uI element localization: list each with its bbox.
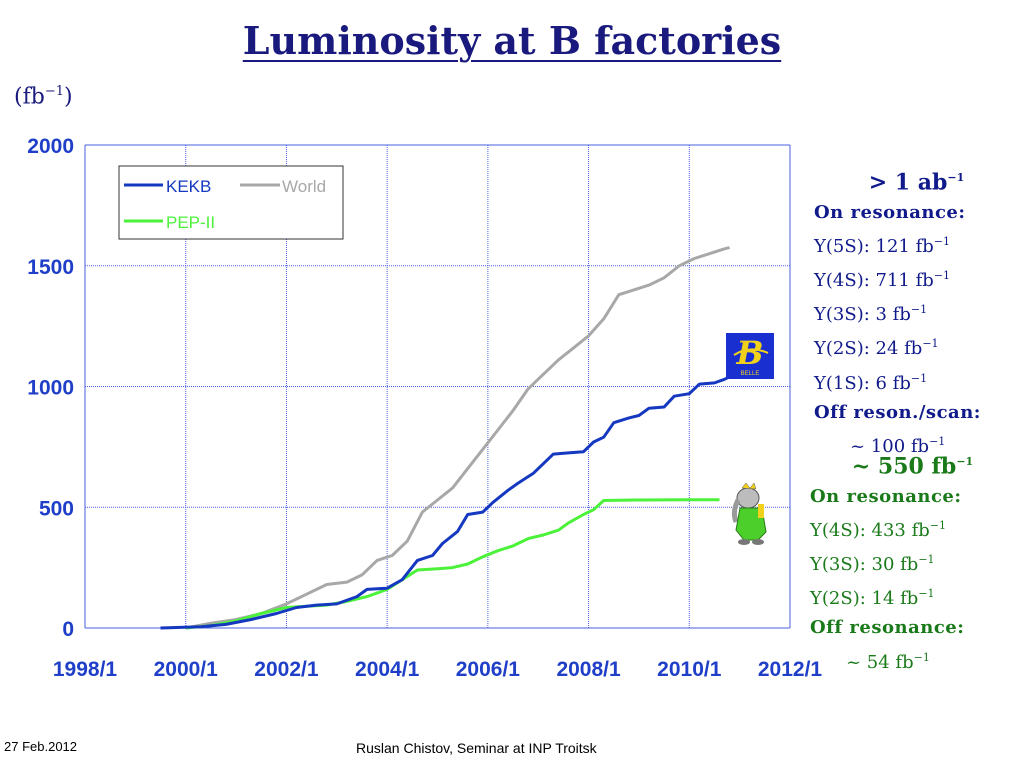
belle-line-label: Υ(1S): 6 fb: [814, 372, 911, 394]
babar-off-value: ~ 54 fb−1: [810, 643, 1015, 677]
series-line-pep-ii: [185, 498, 720, 630]
y-tick-label: 500: [39, 497, 74, 520]
belle-line-5s: Υ(5S): 121 fb−1: [814, 227, 1019, 261]
belle-logo-swoosh: [733, 348, 769, 356]
belle-off-exponent: −1: [929, 434, 946, 448]
belle-total-exponent: −1: [947, 171, 965, 184]
x-tick-label: 2010/1: [657, 658, 722, 681]
belle-off-label: Off reson./scan:: [814, 401, 981, 423]
babar-elephant-logo: [728, 482, 776, 546]
belle-line-2s: Υ(2S): 24 fb−1: [814, 329, 1019, 363]
unit-exponent: −1: [44, 84, 64, 99]
babar-total: ~ 550 fb−1: [810, 447, 1015, 482]
belle-line-label: Υ(3S): 3 fb: [814, 304, 911, 326]
x-tick-label: 2012/1: [758, 658, 823, 681]
belle-off-amount: ~ 100 fb: [850, 435, 930, 457]
y-tick-label: 0: [62, 618, 74, 641]
belle-summary-panel: > 1 ab−1 On resonance: Υ(5S): 121 fb−1 Υ…: [814, 163, 1019, 461]
x-tick-label: 2000/1: [154, 658, 219, 681]
x-tick-label: 2002/1: [254, 658, 319, 681]
babar-line-2s: Υ(2S): 14 fb−1: [810, 579, 1015, 613]
belle-logo: B BELLE: [726, 333, 774, 379]
babar-line-exponent: −1: [929, 518, 946, 532]
babar-line-3s: Υ(3S): 30 fb−1: [810, 545, 1015, 579]
x-tick-label: 2008/1: [556, 658, 621, 681]
babar-line-exponent: −1: [918, 552, 935, 566]
belle-off-value: ~ 100 fb−1: [814, 427, 1019, 461]
belle-line-exponent: −1: [910, 371, 928, 385]
babar-line-label: Υ(4S): 433 fb: [810, 519, 930, 541]
x-tick-label: 2004/1: [355, 658, 420, 681]
babar-line-4s: Υ(4S): 433 fb−1: [810, 511, 1015, 545]
series-lines: [160, 246, 731, 630]
unit-base: (fb: [14, 84, 45, 110]
belle-line-exponent: −1: [933, 234, 950, 248]
babar-off-amount: ~ 54 fb: [846, 651, 914, 673]
belle-logo-mark: B BELLE: [733, 334, 769, 377]
belle-on-resonance-label: On resonance:: [814, 201, 966, 223]
x-tick-label: 1998/1: [53, 658, 118, 681]
footer-author: Ruslan Chistov, Seminar at INP Troitsk: [356, 740, 597, 756]
babar-line-exponent: −1: [918, 587, 935, 601]
belle-line-label: Υ(4S): 711 fb: [814, 269, 934, 291]
belle-line-label: Υ(2S): 24 fb: [814, 338, 923, 360]
belle-line-1s: Υ(1S): 6 fb−1: [814, 364, 1019, 398]
y-tick-label: 1500: [27, 256, 74, 279]
belle-logo-caption: BELLE: [741, 371, 760, 377]
y-tick-labels: 0 500 1000 1500 2000: [27, 135, 74, 641]
belle-line-exponent: −1: [910, 303, 928, 317]
slide-title: Luminosity at B factories: [242, 18, 782, 63]
belle-line-4s: Υ(4S): 711 fb−1: [814, 261, 1019, 295]
babar-line-label: Υ(3S): 30 fb: [810, 553, 919, 575]
belle-total-value: > 1 ab: [868, 169, 948, 196]
belle-line-exponent: −1: [922, 337, 939, 351]
legend-label-pep2: PEP-II: [166, 213, 215, 232]
babar-total-value: ~ 550 fb: [851, 453, 957, 480]
babar-line-label: Υ(2S): 14 fb: [810, 588, 919, 610]
chart-legend: KEKB World PEP-II: [118, 165, 344, 240]
legend-box: [118, 165, 344, 240]
series-line-world: [185, 246, 730, 630]
x-tick-label: 2006/1: [456, 658, 521, 681]
x-tick-labels: 1998/1 2000/1 2002/1 2004/1 2006/1 2008/1 2010…: [53, 658, 823, 681]
y-tick-label: 1000: [27, 377, 74, 400]
babar-off-label: Off resonance:: [810, 617, 965, 639]
belle-logo-letter: B: [735, 334, 763, 372]
legend-label-kekb: KEKB: [166, 177, 211, 196]
unit-close: ): [63, 84, 73, 110]
legend-label-world: World: [282, 177, 326, 196]
luminosity-chart: 0 500 1000 1500 2000 1998/1 2000/1 2002/1 2004/…: [27, 135, 823, 681]
babar-off-exponent: −1: [913, 650, 930, 664]
y-axis-unit: (fb−1): [14, 84, 73, 109]
series-line-kekb: [160, 375, 731, 630]
y-tick-label: 2000: [27, 135, 74, 158]
belle-line-3s: Υ(3S): 3 fb−1: [814, 295, 1019, 329]
babar-total-exponent: −1: [956, 455, 974, 468]
belle-line-label: Υ(5S): 121 fb: [814, 235, 934, 257]
belle-total: > 1 ab−1: [814, 163, 1019, 198]
footer-date: 27 Feb.2012: [4, 739, 78, 754]
babar-summary-panel: ~ 550 fb−1 On resonance: Υ(4S): 433 fb−1…: [810, 447, 1015, 677]
belle-line-exponent: −1: [933, 268, 950, 282]
babar-on-resonance-label: On resonance:: [810, 485, 962, 507]
